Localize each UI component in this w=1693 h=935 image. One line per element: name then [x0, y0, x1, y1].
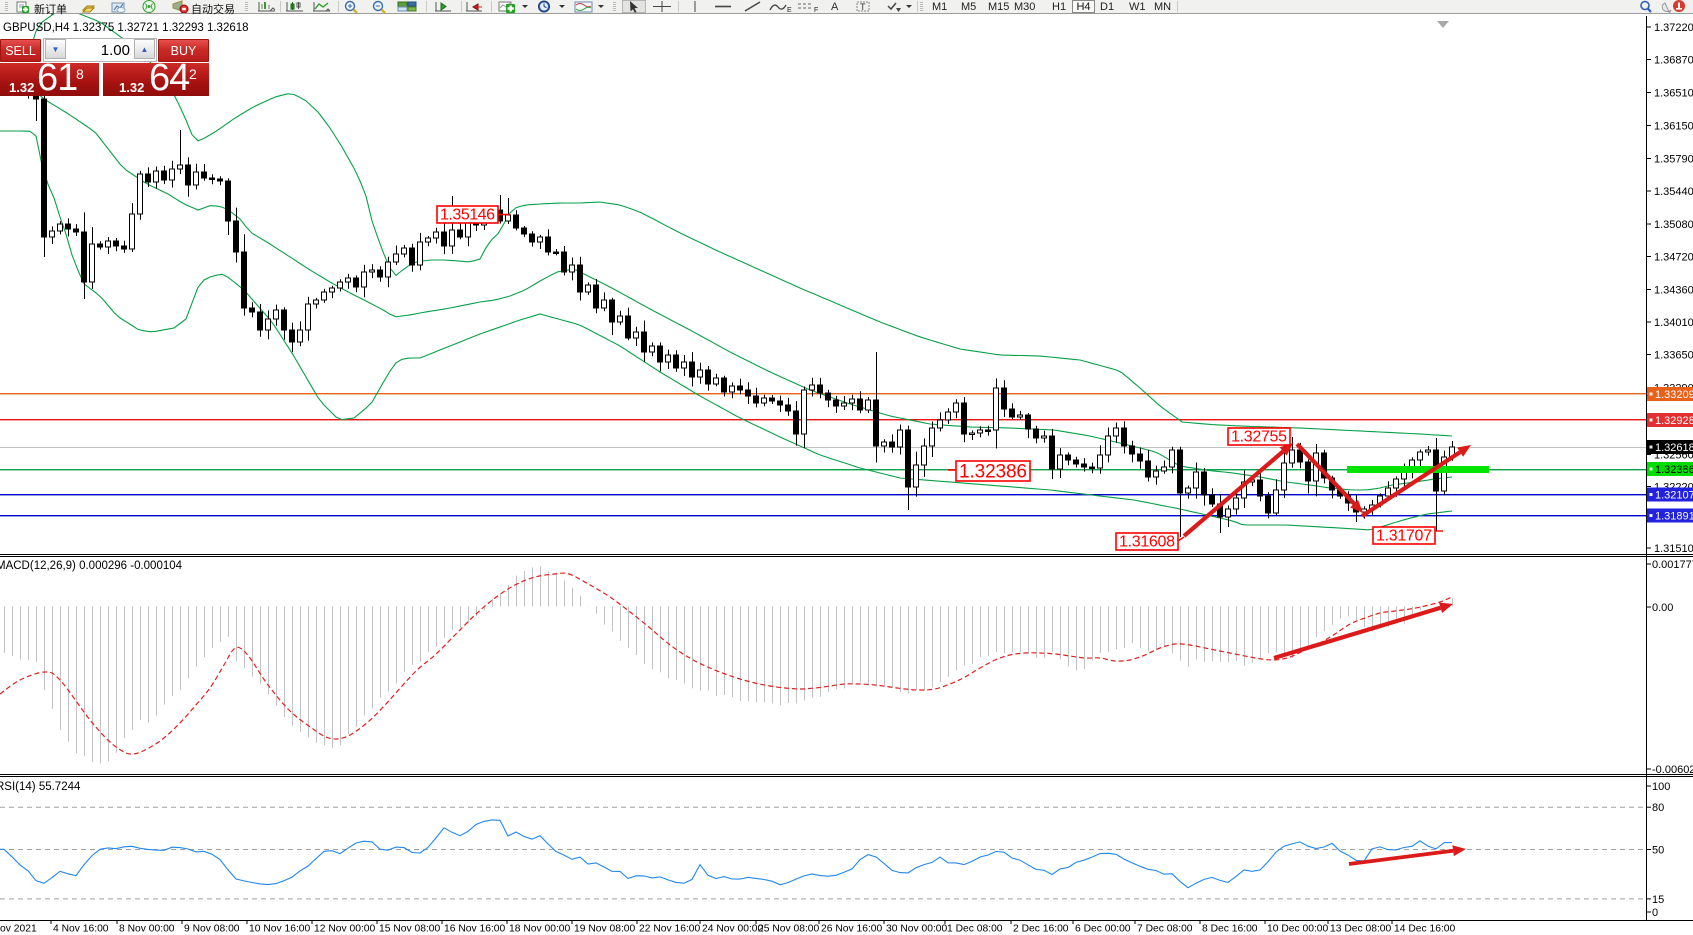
- svg-text:1.33209: 1.33209: [1655, 389, 1693, 401]
- svg-text:24 Nov 00:00: 24 Nov 00:00: [702, 924, 764, 935]
- svg-text:15: 15: [1652, 894, 1664, 906]
- svg-text:0.00: 0.00: [1652, 602, 1673, 614]
- svg-text:1.32755: 1.32755: [1231, 429, 1287, 446]
- svg-text:1.31707: 1.31707: [1376, 528, 1432, 545]
- svg-text:13 Dec 08:00: 13 Dec 08:00: [1330, 924, 1392, 935]
- svg-text:-0.00602: -0.00602: [1652, 764, 1693, 776]
- svg-text:1.32386: 1.32386: [1655, 464, 1693, 476]
- svg-text:1.36510: 1.36510: [1654, 88, 1693, 100]
- svg-text:0: 0: [1652, 907, 1658, 919]
- svg-text:1.33650: 1.33650: [1654, 350, 1693, 362]
- svg-text:18 Nov 00:00: 18 Nov 00:00: [509, 924, 571, 935]
- svg-text:E: E: [787, 7, 792, 13]
- svg-text:1.37220: 1.37220: [1654, 22, 1693, 34]
- svg-text:GBPUSD,H4 1.32375 1.32721 1.3: GBPUSD,H4 1.32375 1.32721 1.32293 1.3261…: [3, 22, 249, 34]
- svg-text:1.36150: 1.36150: [1654, 121, 1693, 133]
- svg-text:9 Nov 08:00: 9 Nov 08:00: [184, 924, 240, 935]
- svg-text:1.34010: 1.34010: [1654, 317, 1693, 329]
- svg-text:T: T: [860, 2, 866, 12]
- svg-text:1.31608: 1.31608: [1119, 534, 1175, 551]
- svg-text:7 Dec 08:00: 7 Dec 08:00: [1137, 924, 1193, 935]
- svg-text:1.32928: 1.32928: [1655, 415, 1693, 427]
- svg-text:2 Dec 16:00: 2 Dec 16:00: [1013, 924, 1069, 935]
- svg-text:30 Nov 00:00: 30 Nov 00:00: [886, 924, 948, 935]
- svg-text:19 Nov 08:00: 19 Nov 08:00: [574, 924, 636, 935]
- svg-text:10 Nov 16:00: 10 Nov 16:00: [249, 924, 311, 935]
- svg-text:MACD(12,26,9) 0.000296 -0.0001: MACD(12,26,9) 0.000296 -0.000104: [0, 560, 183, 572]
- svg-text:1.32618: 1.32618: [1655, 442, 1693, 454]
- svg-text:1.32107: 1.32107: [1655, 490, 1693, 502]
- svg-text:1.35080: 1.35080: [1654, 219, 1693, 231]
- svg-text:4 Nov 16:00: 4 Nov 16:00: [53, 924, 109, 935]
- svg-text:26 Nov 16:00: 26 Nov 16:00: [821, 924, 883, 935]
- svg-text:1.36870: 1.36870: [1654, 55, 1693, 67]
- svg-text:1.35440: 1.35440: [1654, 186, 1693, 198]
- svg-text:22 Nov 16:00: 22 Nov 16:00: [639, 924, 701, 935]
- svg-text:14 Dec 16:00: 14 Dec 16:00: [1394, 924, 1456, 935]
- svg-text:10 Dec 00:00: 10 Dec 00:00: [1267, 924, 1329, 935]
- svg-text:0.001777: 0.001777: [1652, 559, 1693, 571]
- svg-text:1.31510: 1.31510: [1654, 543, 1693, 555]
- svg-text:1.35146: 1.35146: [440, 207, 495, 224]
- svg-text:16 Nov 16:00: 16 Nov 16:00: [444, 924, 506, 935]
- svg-text:8 Dec 16:00: 8 Dec 16:00: [1202, 924, 1258, 935]
- svg-text:6 Dec 00:00: 6 Dec 00:00: [1075, 924, 1131, 935]
- svg-text:1.35790: 1.35790: [1654, 154, 1693, 166]
- svg-text:1.32386: 1.32386: [959, 462, 1027, 483]
- svg-text:100: 100: [1652, 781, 1670, 793]
- svg-text:1.31891: 1.31891: [1655, 511, 1693, 523]
- svg-text:50: 50: [1652, 845, 1664, 857]
- svg-text:8 Nov 00:00: 8 Nov 00:00: [119, 924, 175, 935]
- svg-text:3 Nov 2021: 3 Nov 2021: [0, 924, 37, 935]
- svg-text:80: 80: [1652, 802, 1664, 814]
- svg-text:25 Nov 08:00: 25 Nov 08:00: [758, 924, 820, 935]
- svg-text:12 Nov 00:00: 12 Nov 00:00: [314, 924, 376, 935]
- svg-text:15 Nov 08:00: 15 Nov 08:00: [379, 924, 441, 935]
- svg-text:1.34360: 1.34360: [1654, 285, 1693, 297]
- svg-text:1 Dec 08:00: 1 Dec 08:00: [947, 924, 1003, 935]
- svg-text:1.34720: 1.34720: [1654, 252, 1693, 264]
- svg-text:RSI(14) 55.7244: RSI(14) 55.7244: [0, 781, 81, 793]
- svg-text:F: F: [814, 7, 818, 13]
